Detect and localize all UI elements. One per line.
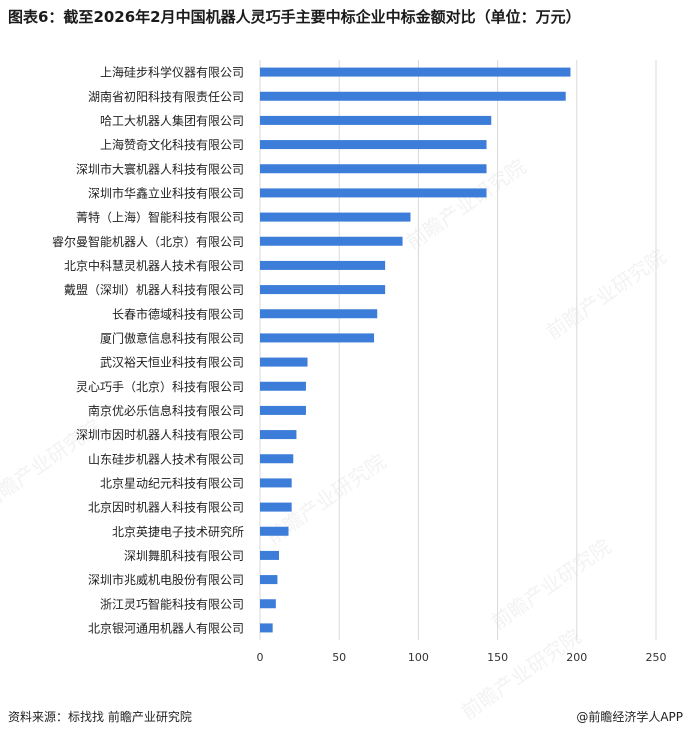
x-tick-label: 100 xyxy=(408,651,429,664)
x-tick-label: 250 xyxy=(646,651,667,664)
bar xyxy=(260,430,297,440)
category-label: 菁特（上海）智能科技有限公司 xyxy=(76,210,244,225)
category-label: 山东硅步机器人技术有限公司 xyxy=(88,452,244,466)
category-label: 北京中科慧灵机器人技术有限公司 xyxy=(64,258,244,273)
category-label: 睿尔曼智能机器人（北京）有限公司 xyxy=(52,234,244,249)
bar xyxy=(260,309,378,319)
chart-title: 图表6：截至2026年2月中国机器人灵巧手主要中标企业中标金额对比（单位：万元） xyxy=(8,8,581,26)
category-label: 灵心巧手（北京）科技有限公司 xyxy=(76,380,244,394)
watermark-text: 前瞻产业研究院 xyxy=(542,244,670,344)
bar xyxy=(260,91,566,101)
bar xyxy=(260,381,306,391)
category-label: 深圳市大寰机器人科技有限公司 xyxy=(76,161,244,176)
bar xyxy=(260,405,306,415)
category-label: 戴盟（深圳）机器人科技有限公司 xyxy=(64,282,244,297)
category-label: 上海赞奇文化科技有限公司 xyxy=(100,137,244,152)
bars xyxy=(260,67,571,633)
bar xyxy=(260,285,386,295)
x-tick-labels: 0 50 100 150 200 250 xyxy=(257,651,667,664)
bar xyxy=(260,212,411,222)
bar xyxy=(260,357,308,367)
bar xyxy=(260,502,292,512)
category-label: 南京优必乐信息科技有限公司 xyxy=(88,403,244,418)
category-label: 北京银河通用机器人有限公司 xyxy=(88,621,244,635)
x-tick-label: 0 xyxy=(257,651,264,664)
bar xyxy=(260,164,487,174)
category-label: 深圳市华鑫立业科技有限公司 xyxy=(88,185,244,200)
bar xyxy=(260,454,294,464)
watermark-text: 前瞻产业研究院 xyxy=(457,624,585,724)
category-label: 深圳舞肌科技有限公司 xyxy=(124,549,244,563)
watermark-text: 前瞻产业研究院 xyxy=(487,534,615,634)
bar xyxy=(260,575,278,585)
category-label: 厦门傲意信息科技有限公司 xyxy=(100,330,244,345)
gridlines xyxy=(259,60,657,640)
bar xyxy=(260,115,492,125)
credit-note: @前瞻经济学人APP xyxy=(576,710,683,724)
bar xyxy=(260,260,386,270)
x-tick-label: 200 xyxy=(566,651,587,664)
source-note: 资料来源：标找找 前瞻产业研究院 xyxy=(8,708,192,725)
bar xyxy=(260,550,280,560)
bar xyxy=(260,478,292,488)
source-text: 标找找 前瞻产业研究院 xyxy=(68,710,192,724)
bar xyxy=(260,67,571,77)
bar xyxy=(260,140,487,150)
category-label: 武汉裕天恒业科技有限公司 xyxy=(100,355,244,370)
category-label: 上海硅步科学仪器有限公司 xyxy=(100,65,244,80)
category-labels: 上海硅步科学仪器有限公司湖南省初阳科技有限责任公司哈工大机器人集团有限公司上海赞… xyxy=(52,65,244,636)
x-tick-label: 150 xyxy=(487,651,508,664)
bar xyxy=(260,333,375,343)
category-label: 北京英捷电子技术研究所 xyxy=(112,524,244,539)
category-label: 北京星动纪元科技有限公司 xyxy=(100,476,244,490)
bar xyxy=(260,526,289,536)
bar xyxy=(260,623,273,633)
category-label: 深圳市兆威机电股份有限公司 xyxy=(88,572,244,587)
bar xyxy=(260,188,487,198)
x-tick-label: 50 xyxy=(332,651,346,664)
category-label: 长春市德域科技有限公司 xyxy=(112,306,244,321)
bar xyxy=(260,599,276,609)
bar xyxy=(260,236,403,246)
category-label: 深圳市因时机器人科技有限公司 xyxy=(76,427,244,442)
category-label: 北京因时机器人科技有限公司 xyxy=(88,501,244,515)
source-label: 资料来源： xyxy=(8,710,69,724)
category-label: 湖南省初阳科技有限责任公司 xyxy=(88,89,244,104)
category-label: 浙江灵巧智能科技有限公司 xyxy=(100,596,244,611)
category-label: 哈工大机器人集团有限公司 xyxy=(100,113,244,128)
